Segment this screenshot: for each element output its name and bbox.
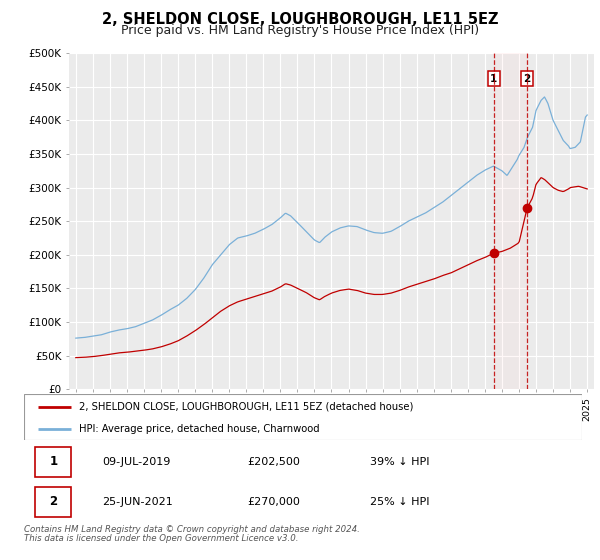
- Text: 1: 1: [490, 74, 497, 84]
- Bar: [35, 447, 71, 477]
- Text: 39% ↓ HPI: 39% ↓ HPI: [370, 457, 430, 467]
- Text: 2: 2: [49, 496, 58, 508]
- Bar: [494, 53, 527, 389]
- Text: HPI: Average price, detached house, Charnwood: HPI: Average price, detached house, Char…: [79, 423, 319, 433]
- Text: 2, SHELDON CLOSE, LOUGHBOROUGH, LE11 5EZ: 2, SHELDON CLOSE, LOUGHBOROUGH, LE11 5EZ: [102, 12, 498, 27]
- Text: 25% ↓ HPI: 25% ↓ HPI: [370, 497, 430, 507]
- Text: Contains HM Land Registry data © Crown copyright and database right 2024.: Contains HM Land Registry data © Crown c…: [24, 525, 360, 534]
- Text: Price paid vs. HM Land Registry's House Price Index (HPI): Price paid vs. HM Land Registry's House …: [121, 24, 479, 37]
- Text: 2: 2: [524, 74, 531, 84]
- Text: 09-JUL-2019: 09-JUL-2019: [102, 457, 170, 467]
- Text: £270,000: £270,000: [247, 497, 300, 507]
- Text: 25-JUN-2021: 25-JUN-2021: [102, 497, 173, 507]
- Text: £202,500: £202,500: [247, 457, 300, 467]
- Text: 1: 1: [49, 455, 58, 468]
- Bar: [35, 487, 71, 517]
- Text: This data is licensed under the Open Government Licence v3.0.: This data is licensed under the Open Gov…: [24, 534, 299, 543]
- Text: 2, SHELDON CLOSE, LOUGHBOROUGH, LE11 5EZ (detached house): 2, SHELDON CLOSE, LOUGHBOROUGH, LE11 5EZ…: [79, 402, 413, 412]
